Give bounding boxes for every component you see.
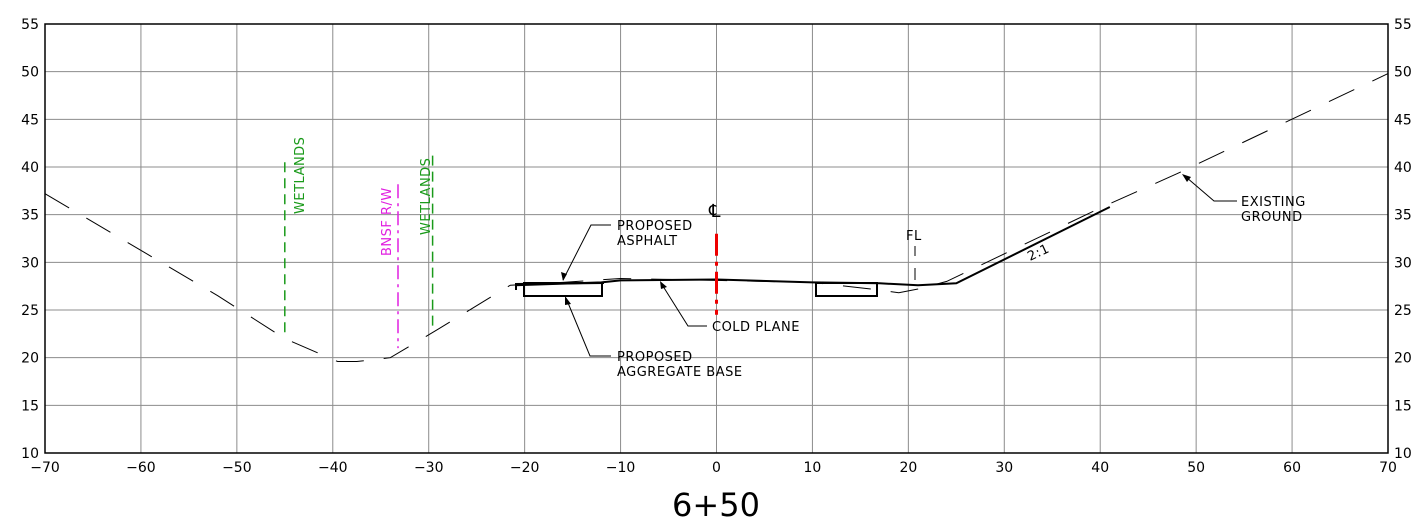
x-tick-label: 50 — [1187, 460, 1205, 476]
wetlands-right-label: WETLANDS — [419, 158, 434, 235]
y-tick-label-right: 30 — [1394, 255, 1412, 271]
x-tick-label: −40 — [318, 460, 348, 476]
y-tick-label-right: 40 — [1394, 160, 1412, 176]
y-tick-label-left: 45 — [21, 112, 39, 128]
x-tick-label: −70 — [30, 460, 60, 476]
grid — [44, 23, 1389, 454]
y-tick-label-right: 10 — [1394, 446, 1412, 462]
flowline-callout: FL — [906, 229, 922, 280]
svg-text:FL: FL — [906, 229, 922, 244]
proposed-asphalt-callout: PROPOSED ASPHALT — [561, 219, 693, 281]
y-tick-label-right: 20 — [1394, 351, 1412, 367]
y-tick-label-left: 30 — [21, 255, 39, 271]
y-axis-labels-right: 10 15 20 25 30 35 40 45 50 55 — [1394, 17, 1412, 462]
existing-ground-line — [44, 73, 1389, 362]
svg-text:ASPHALT: ASPHALT — [617, 234, 678, 249]
svg-text:AGGREGATE BASE: AGGREGATE BASE — [617, 365, 743, 380]
svg-text:PROPOSED: PROPOSED — [617, 350, 693, 365]
y-tick-label-right: 45 — [1394, 112, 1412, 128]
existing-ground-callout: EXISTING GROUND — [1182, 174, 1306, 225]
svg-text:EXISTING: EXISTING — [1241, 195, 1306, 210]
y-tick-label-left: 50 — [21, 65, 39, 81]
x-tick-label: 30 — [995, 460, 1013, 476]
proposed-finished-grade-line — [514, 206, 1111, 287]
y-tick-label-left: 25 — [21, 303, 39, 319]
asphalt-left-lip — [515, 282, 605, 290]
centerline-symbol: ℄ — [708, 201, 721, 222]
y-tick-label-right: 55 — [1394, 17, 1412, 33]
x-tick-label: −50 — [222, 460, 252, 476]
proposed-base-callout: PROPOSED AGGREGATE BASE — [565, 296, 743, 380]
y-tick-label-left: 55 — [21, 17, 39, 33]
y-tick-label-left: 35 — [21, 208, 39, 224]
y-tick-label-right: 15 — [1394, 398, 1412, 414]
x-tick-label: 20 — [899, 460, 917, 476]
wetlands-left-label: WETLANDS — [293, 137, 308, 214]
y-tick-label-left: 10 — [21, 446, 39, 462]
y-tick-label-left: 40 — [21, 160, 39, 176]
x-tick-label: −20 — [510, 460, 540, 476]
x-tick-label: 70 — [1379, 460, 1397, 476]
x-tick-label: −10 — [606, 460, 636, 476]
plot-frame — [44, 23, 1389, 454]
y-tick-label-right: 50 — [1394, 65, 1412, 81]
x-tick-label: 40 — [1091, 460, 1109, 476]
x-tick-label: 10 — [804, 460, 822, 476]
y-tick-label-right: 25 — [1394, 303, 1412, 319]
y-tick-label-right: 35 — [1394, 208, 1412, 224]
svg-text:GROUND: GROUND — [1241, 210, 1303, 225]
cold-plane-callout: COLD PLANE — [660, 281, 800, 335]
svg-text:COLD PLANE: COLD PLANE — [712, 320, 800, 335]
aggregate-base-right — [815, 282, 878, 297]
slope-label: 2:1 — [1025, 242, 1052, 265]
pavement-structure — [515, 282, 878, 297]
y-axis-labels-left: 10 15 20 25 30 35 40 45 50 55 — [21, 17, 39, 462]
x-tick-label: 0 — [712, 460, 721, 476]
x-tick-label: −30 — [414, 460, 444, 476]
x-tick-label: −60 — [126, 460, 156, 476]
x-axis-labels: −70 −60 −50 −40 −30 −20 −10 0 10 20 30 40 50 60 70 — [30, 460, 1397, 476]
y-tick-label-left: 20 — [21, 351, 39, 367]
y-tick-label-left: 15 — [21, 398, 39, 414]
bnsf-rw-label: BNSF R/W — [380, 187, 395, 256]
svg-text:PROPOSED: PROPOSED — [617, 219, 693, 234]
x-tick-label: 60 — [1283, 460, 1301, 476]
station-label: 6+50 — [672, 486, 760, 524]
